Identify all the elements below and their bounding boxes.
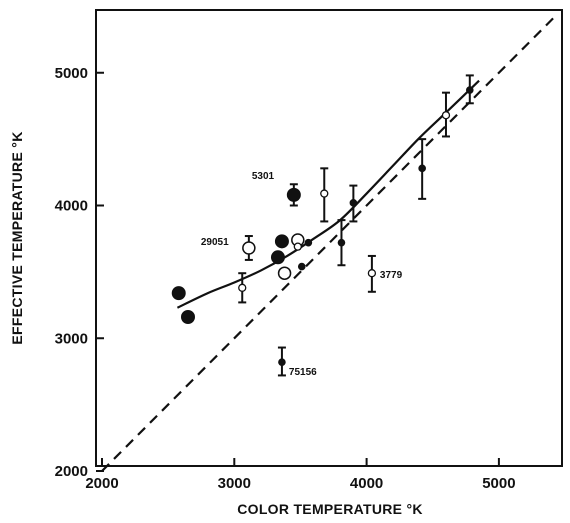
large-filled-point bbox=[286, 187, 301, 202]
small-filled-point bbox=[465, 86, 474, 94]
small-filled-point bbox=[418, 164, 426, 173]
data-points bbox=[171, 86, 474, 366]
small-filled-point bbox=[304, 238, 313, 247]
small-open-point bbox=[367, 269, 377, 278]
star-label: 3779 bbox=[380, 270, 403, 281]
y-tick-label: 5000 bbox=[55, 65, 88, 82]
x-tick-label: 4000 bbox=[350, 475, 383, 492]
y-axis-title: EFFECTIVE TEMPERATURE °K bbox=[9, 131, 25, 344]
fit-curve bbox=[176, 79, 480, 309]
large-open-point bbox=[277, 266, 292, 280]
x-axis-title: COLOR TEMPERATURE °K bbox=[237, 501, 423, 517]
y-tick-label: 4000 bbox=[55, 198, 88, 215]
x-tick-label: 3000 bbox=[218, 475, 251, 492]
large-filled-point bbox=[270, 250, 285, 265]
large-filled-point bbox=[274, 234, 289, 249]
annotations: 5301 29051 3779 75156 bbox=[201, 171, 403, 378]
y-tick-label: 2000 bbox=[55, 463, 88, 480]
small-filled-point bbox=[349, 199, 358, 207]
large-filled-point bbox=[180, 310, 195, 325]
large-filled-point bbox=[171, 286, 186, 301]
star-label: 29051 bbox=[201, 237, 229, 248]
star-label: 75156 bbox=[289, 367, 317, 378]
small-open-point bbox=[320, 189, 329, 198]
x-axis: 2000 3000 4000 5000 bbox=[85, 458, 516, 492]
plot-frame bbox=[95, 9, 563, 467]
large-open-point bbox=[242, 241, 256, 255]
x-tick-label: 5000 bbox=[482, 475, 515, 492]
small-open-point bbox=[441, 111, 451, 120]
small-filled-point bbox=[278, 358, 286, 366]
small-filled-point bbox=[297, 262, 306, 271]
small-open-point bbox=[238, 283, 247, 292]
star-label: 5301 bbox=[252, 171, 275, 182]
y-tick-label: 3000 bbox=[55, 330, 88, 347]
reference-line bbox=[101, 14, 557, 472]
y-axis: 2000 3000 4000 5000 bbox=[55, 65, 104, 480]
small-filled-point bbox=[337, 238, 346, 247]
small-open-point bbox=[293, 242, 302, 251]
x-tick-label: 2000 bbox=[85, 475, 118, 492]
